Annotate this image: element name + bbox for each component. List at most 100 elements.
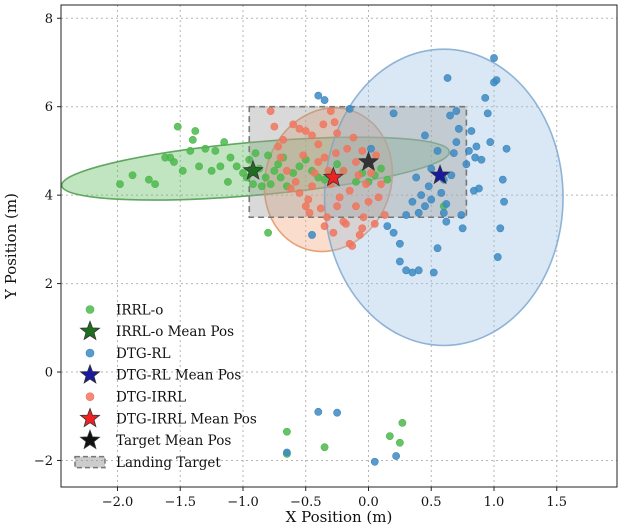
point-dtg-rl [475, 184, 483, 193]
point-dtg-rl [414, 208, 423, 217]
legend-dtg-rl-mean-pos-marker [79, 363, 101, 384]
x-tick-label: −2.0 [102, 495, 134, 510]
legend-dtg-irrl-marker [85, 392, 95, 402]
point-dtg-irrl [358, 147, 367, 155]
point-dtg-rl [424, 182, 433, 191]
point-dtg-rl [367, 144, 375, 153]
point-dtg-rl [392, 452, 401, 460]
point-dtg-irrl [352, 202, 360, 211]
point-irrl-o [352, 177, 360, 186]
point-dtg-rl [383, 222, 392, 231]
y-tick-label: 4 [45, 189, 53, 204]
point-dtg-rl [457, 211, 466, 219]
point-irrl-o [377, 164, 385, 173]
point-irrl-o [270, 166, 279, 175]
point-irrl-o [173, 122, 182, 131]
point-dtg-rl [421, 131, 429, 140]
y-tick-label: 8 [45, 12, 53, 27]
legend-dtg-irrl-label: DTG-IRRL [116, 390, 186, 406]
point-dtg-rl [395, 239, 404, 248]
y-tick-label: 6 [45, 100, 53, 115]
point-dtg-rl [486, 138, 495, 146]
point-dtg-rl [283, 448, 291, 457]
point-dtg-irrl [320, 222, 329, 231]
point-dtg-irrl [319, 120, 328, 129]
point-dtg-irrl [335, 193, 344, 202]
point-dtg-rl [433, 147, 442, 155]
x-tick-label: −0.5 [290, 495, 322, 510]
point-irrl-o [128, 171, 137, 180]
plot-frame [60, 4, 618, 488]
point-irrl-o [211, 147, 220, 155]
point-dtg-irrl [352, 158, 360, 166]
point-irrl-o [226, 153, 235, 162]
point-dtg-irrl [316, 204, 325, 213]
axis-ticks: −2.0 −1.5 −1.0 −0.5 0.0 0.5 1.0 1.5 −2 0 2 4 6 8 [34, 12, 567, 510]
point-irrl-o [224, 177, 232, 186]
point-irrl-o [186, 147, 195, 155]
point-dtg-irrl [331, 149, 340, 158]
point-dtg-rl [412, 173, 421, 182]
mean-markers [242, 150, 451, 187]
point-dtg-irrl [345, 239, 354, 248]
point-dtg-irrl [358, 224, 367, 233]
point-dtg-irrl [329, 228, 338, 237]
point-irrl-o [178, 166, 187, 175]
point-dtg-irrl [301, 202, 310, 211]
point-dtg-rl [500, 197, 508, 206]
point-dtg-rl [389, 228, 398, 237]
x-tick-label: −1.5 [164, 495, 196, 510]
x-tick-label: −1.0 [227, 495, 259, 510]
point-dtg-irrl [333, 202, 342, 211]
point-irrl-o [333, 160, 342, 169]
point-irrl-o [264, 228, 272, 237]
point-dtg-rl [408, 197, 417, 206]
point-irrl-o [383, 175, 392, 184]
legend-target-mean-pos-marker [79, 429, 101, 450]
point-dtg-rl [427, 195, 436, 204]
y-tick-label: −2 [34, 454, 53, 469]
point-dtg-irrl [343, 144, 352, 153]
point-dtg-rl [458, 224, 467, 233]
point-dtg-irrl [349, 133, 358, 142]
point-dtg-rl [452, 138, 461, 146]
point-dtg-rl [471, 153, 480, 162]
point-irrl-o [116, 180, 124, 188]
point-dtg-rl [442, 200, 451, 208]
point-dtg-irrl [314, 158, 323, 166]
point-dtg-irrl [304, 195, 313, 204]
point-dtg-rl [498, 175, 507, 184]
point-dtg-irrl [286, 184, 295, 193]
dtg-rl-mean-pos-star [429, 164, 451, 185]
point-dtg-rl [454, 124, 463, 133]
point-dtg-irrl [374, 193, 383, 202]
x-tick-label: 0.5 [421, 495, 442, 510]
x-axis-label: X Position (m) [286, 508, 393, 526]
target-mean-pos-star [357, 150, 380, 171]
point-dtg-irrl [299, 151, 308, 160]
point-dtg-rl [395, 257, 404, 266]
point-irrl-o [295, 162, 304, 171]
point-irrl-o [274, 160, 283, 169]
point-dtg-irrl [279, 135, 288, 144]
point-irrl-o [264, 151, 272, 160]
point-dtg-rl [439, 208, 448, 217]
point-dtg-rl [427, 164, 436, 173]
point-dtg-irrl [354, 171, 363, 180]
point-dtg-rl [333, 408, 342, 417]
point-dtg-rl [443, 74, 452, 82]
point-dtg-irrl [310, 169, 319, 177]
y-tick-label: 2 [45, 277, 53, 292]
point-dtg-rl [467, 127, 476, 135]
point-irrl-o [232, 162, 241, 171]
point-irrl-o [395, 438, 404, 447]
point-dtg-rl [314, 407, 323, 416]
point-dtg-irrl [283, 166, 291, 175]
point-dtg-rl [449, 149, 458, 158]
point-dtg-irrl [320, 153, 329, 162]
point-dtg-irrl [276, 153, 285, 162]
point-dtg-rl [496, 224, 505, 233]
point-dtg-irrl [266, 107, 275, 116]
y-axis-label: Y Position (m) [2, 193, 20, 300]
